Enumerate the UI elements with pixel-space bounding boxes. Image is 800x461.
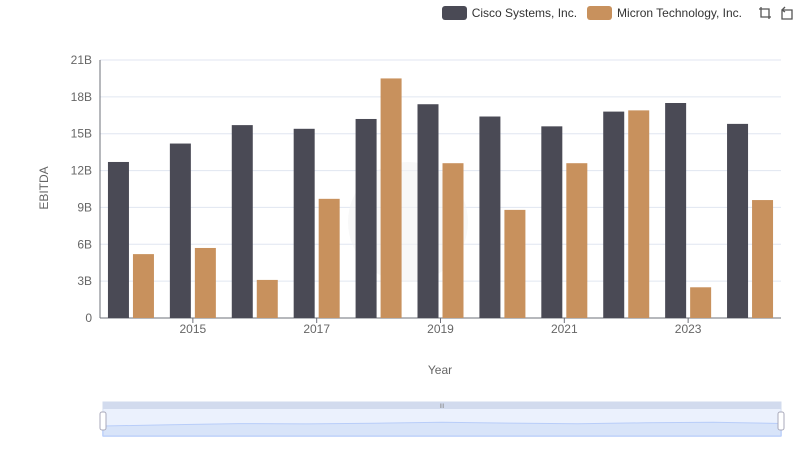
bar-micron-2017[interactable] [318,198,340,318]
legend-swatch-cisco [441,6,467,20]
bar-cisco-2021[interactable] [541,126,563,318]
slider-handle-right[interactable] [777,411,785,431]
legend-item-micron[interactable]: Micron Technology, Inc. [587,6,742,20]
bar-cisco-2022[interactable] [603,111,625,318]
x-axis: 2015 2017 2019 2021 2023 [180,318,702,336]
legend-label-micron: Micron Technology, Inc. [617,6,742,20]
y-tick-label: 0 [85,311,92,325]
y-axis-label: EBITDA [37,166,51,209]
slider-top-bar[interactable] [103,402,781,409]
legend-toolbar: Cisco Systems, Inc. Micron Technology, I… [441,4,800,22]
bar-cisco-2023[interactable] [665,103,687,318]
bar-micron-2022[interactable] [628,110,650,318]
y-tick-label: 6B [77,237,92,251]
bar-micron-2024[interactable] [752,200,774,318]
y-axis: 0 3B 6B 9B 12B 15B 18B 21B [71,53,101,325]
x-tick-label: 2019 [427,322,454,336]
zoom-icon[interactable] [756,4,774,22]
slider-handle-grip: III [439,404,444,410]
bar-micron-2015[interactable] [194,247,216,318]
legend-item-cisco[interactable]: Cisco Systems, Inc. [441,6,578,20]
y-tick-label: 9B [77,200,92,214]
bar-cisco-2024[interactable] [727,123,749,318]
bar-micron-2023[interactable] [690,287,712,318]
bar-cisco-2014[interactable] [107,161,129,318]
bar-micron-2016[interactable] [256,279,278,318]
legend-swatch-micron [587,6,613,20]
y-tick-label: 3B [77,274,92,288]
y-tick-label: 18B [71,90,92,104]
y-tick-label: 15B [71,127,92,141]
x-axis-label: Year [428,363,452,377]
bar-cisco-2020[interactable] [479,116,501,318]
bar-micron-2021[interactable] [566,163,588,318]
bar-cisco-2018[interactable] [355,118,377,318]
bar-cisco-2017[interactable] [293,128,315,318]
y-tick-label: 21B [71,53,92,67]
bar-micron-2014[interactable] [132,254,154,318]
slider-handle-left[interactable] [99,411,107,431]
bar-cisco-2016[interactable] [231,125,253,318]
y-tick-label: 12B [71,164,92,178]
bar-micron-2020[interactable] [504,209,526,318]
x-tick-label: 2023 [675,322,702,336]
x-tick-label: 2017 [303,322,330,336]
x-tick-label: 2015 [180,322,207,336]
legend-label-cisco: Cisco Systems, Inc. [471,6,578,20]
bars [107,78,774,318]
toolbox [752,4,796,22]
restore-icon[interactable] [778,4,796,22]
bar-micron-2018[interactable] [380,78,402,318]
bar-cisco-2019[interactable] [417,104,439,318]
bar-micron-2019[interactable] [442,163,464,318]
data-zoom-slider[interactable]: III [99,401,785,437]
x-tick-label: 2021 [551,322,578,336]
bar-cisco-2015[interactable] [169,143,191,318]
